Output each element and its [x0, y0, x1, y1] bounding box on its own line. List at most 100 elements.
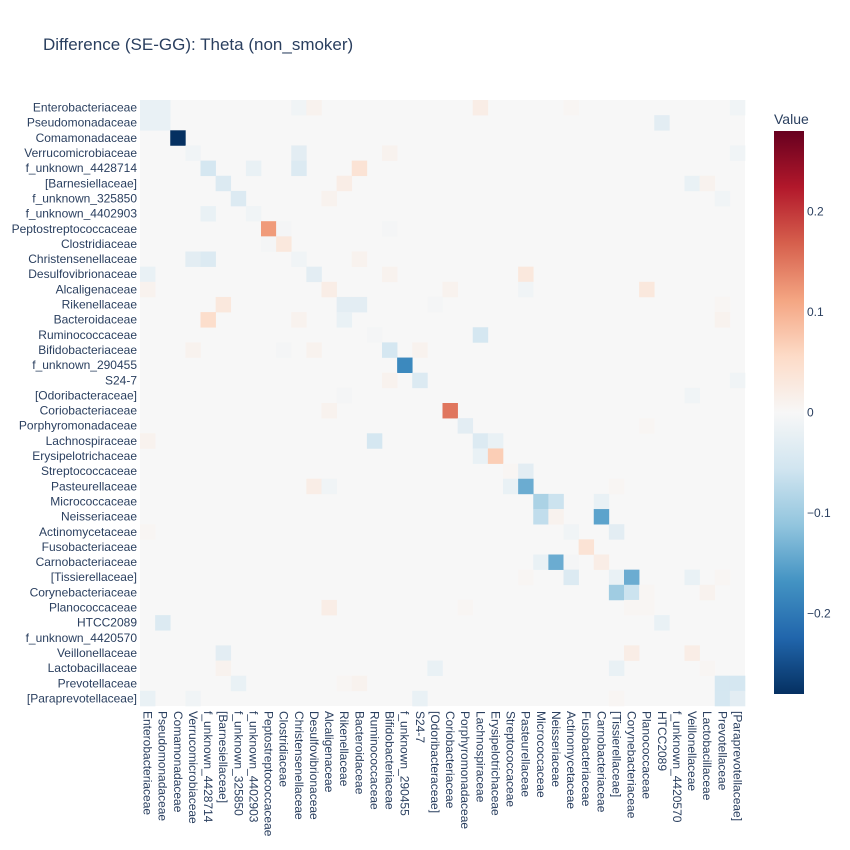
heatmap-cell: [351, 160, 368, 177]
heatmap-cell: [366, 327, 383, 343]
heatmap-cell: [170, 130, 186, 146]
heatmap-cell: [639, 584, 655, 601]
y-tick-label: f_unknown_4420570: [26, 631, 138, 645]
heatmap-cell: [291, 312, 307, 328]
x-tick-label: f_unknown_4428714: [201, 711, 215, 823]
heatmap-cell: [351, 296, 368, 313]
x-tick-label: Veillonellaceae: [685, 711, 699, 791]
heatmap-cell: [639, 418, 655, 434]
heatmap-cell: [140, 690, 156, 707]
y-tick-label: Ruminococcaceae: [38, 328, 137, 342]
heatmap-cell: [140, 433, 156, 449]
heatmap-cell: [563, 569, 579, 586]
heatmap-cell: [608, 660, 625, 676]
y-axis-tick-labels: EnterobacteriaceaePseudomonadaceaeComamo…: [12, 101, 138, 706]
x-tick-label: Verrucomicrobiaceae: [186, 711, 200, 824]
heatmap-cell: [427, 296, 443, 313]
heatmap-cell: [533, 554, 549, 570]
heatmap-cell: [336, 296, 353, 313]
heatmap-cell: [140, 281, 156, 298]
heatmap-cell: [245, 206, 262, 222]
heatmap-cell: [442, 403, 458, 419]
heatmap-cell: [684, 569, 700, 586]
heatmap-cell: [714, 675, 731, 692]
heatmap-cell: [336, 175, 353, 192]
heatmap-cell: [578, 539, 595, 555]
heatmap-cell: [472, 448, 489, 464]
y-tick-label: Pasteurellaceae: [51, 479, 137, 493]
heatmap-cell: [442, 281, 458, 298]
y-tick-label: Coriobacteriaceae: [40, 404, 138, 418]
y-tick-label: Fusobacteriaceae: [42, 540, 138, 554]
y-tick-label: Streptococcaceae: [41, 464, 137, 478]
y-tick-label: Micrococcaceae: [50, 494, 137, 508]
x-tick-label: Desulfovibrionaceae: [307, 711, 321, 820]
x-tick-label: Micrococcaceae: [534, 711, 548, 798]
heatmap-cell: [261, 236, 277, 252]
y-tick-label: Porphyromonadaceae: [19, 419, 137, 433]
y-tick-label: Carnobacteriaceae: [36, 555, 138, 569]
heatmap-cell: [215, 296, 232, 313]
heatmap-cell: [608, 690, 625, 707]
y-tick-label: Rikenellaceae: [62, 298, 138, 312]
heatmap-cell: [563, 524, 579, 540]
heatmap-cell: [608, 478, 625, 495]
heatmap-cell: [472, 100, 489, 116]
y-tick-label: [Tissierellaceae]: [51, 570, 137, 584]
x-tick-label: Planococcaceae: [640, 711, 654, 799]
heatmap-cell: [563, 100, 579, 116]
colorbar-tick-label: 0.1: [807, 305, 824, 319]
chart-title: Difference (SE-GG): Theta (non_smoker): [43, 35, 353, 54]
heatmap-cell: [185, 342, 201, 358]
heatmap-cell: [321, 403, 337, 419]
y-tick-label: Peptostreptococcaceae: [12, 222, 138, 236]
heatmap-cell: [336, 675, 353, 692]
heatmap-cell: [624, 569, 640, 586]
y-tick-label: Erysipelotrichaceae: [32, 449, 137, 463]
y-tick-label: Desulfovibrionaceae: [28, 267, 137, 281]
heatmap-cell: [155, 615, 171, 631]
heatmap-cell: [457, 418, 474, 434]
heatmap-cell: [518, 463, 534, 480]
heatmap-cell: [684, 645, 700, 661]
x-tick-label: f_unknown_4420570: [670, 711, 684, 823]
y-tick-label: Corynebacteriaceae: [30, 585, 138, 599]
heatmap-cell: [321, 599, 337, 616]
heatmap-cell: [699, 584, 716, 601]
heatmap-cell: [230, 675, 247, 692]
y-tick-label: f_unknown_325850: [32, 191, 137, 205]
y-tick-label: Verrucomicrobiaceae: [24, 146, 137, 160]
heatmap-cell: [427, 660, 443, 676]
heatmap-cell: [593, 493, 610, 510]
heatmap-cell: [140, 115, 156, 131]
colorbar: Value 0.2 0.1 0 −0.1 −0.2: [774, 111, 831, 694]
heatmap-cell: [503, 478, 519, 495]
x-tick-label: Lachnospiraceae: [473, 711, 487, 803]
heatmap-cell: [336, 312, 353, 328]
heatmap-cell: [714, 569, 731, 586]
heatmap-cell: [714, 312, 731, 328]
x-tick-label: Neisseriaceae: [549, 711, 563, 787]
x-tick-label: f_unknown_290455: [398, 711, 412, 816]
heatmap-cell: [518, 478, 534, 495]
heatmap-cell: [351, 251, 368, 267]
x-axis-tick-labels: Enterobacteriaceae Pseudomonadaceae Comamo…: [141, 711, 745, 837]
heatmap-cell: [382, 221, 398, 237]
y-tick-label: Comamonadaceae: [36, 131, 138, 145]
heatmap-cell: [382, 372, 398, 389]
x-tick-label: Erysipelotrichaceae: [488, 711, 502, 816]
heatmap-cell: [608, 584, 625, 601]
heatmap-cell: [714, 690, 731, 707]
heatmap-cell: [639, 599, 655, 616]
heatmap-cell: [291, 145, 307, 161]
heatmap-cell: [548, 493, 564, 510]
heatmap-cell: [563, 554, 579, 570]
colorbar-tick-label: −0.2: [807, 607, 831, 621]
heatmap-cell: [276, 221, 292, 237]
heatmap-cell: [593, 554, 610, 570]
y-tick-label: Bacteroidaceae: [54, 313, 138, 327]
y-tick-label: Lactobacillaceae: [48, 661, 138, 675]
heatmap-cell: [729, 100, 746, 116]
heatmap-cell: [412, 372, 428, 389]
